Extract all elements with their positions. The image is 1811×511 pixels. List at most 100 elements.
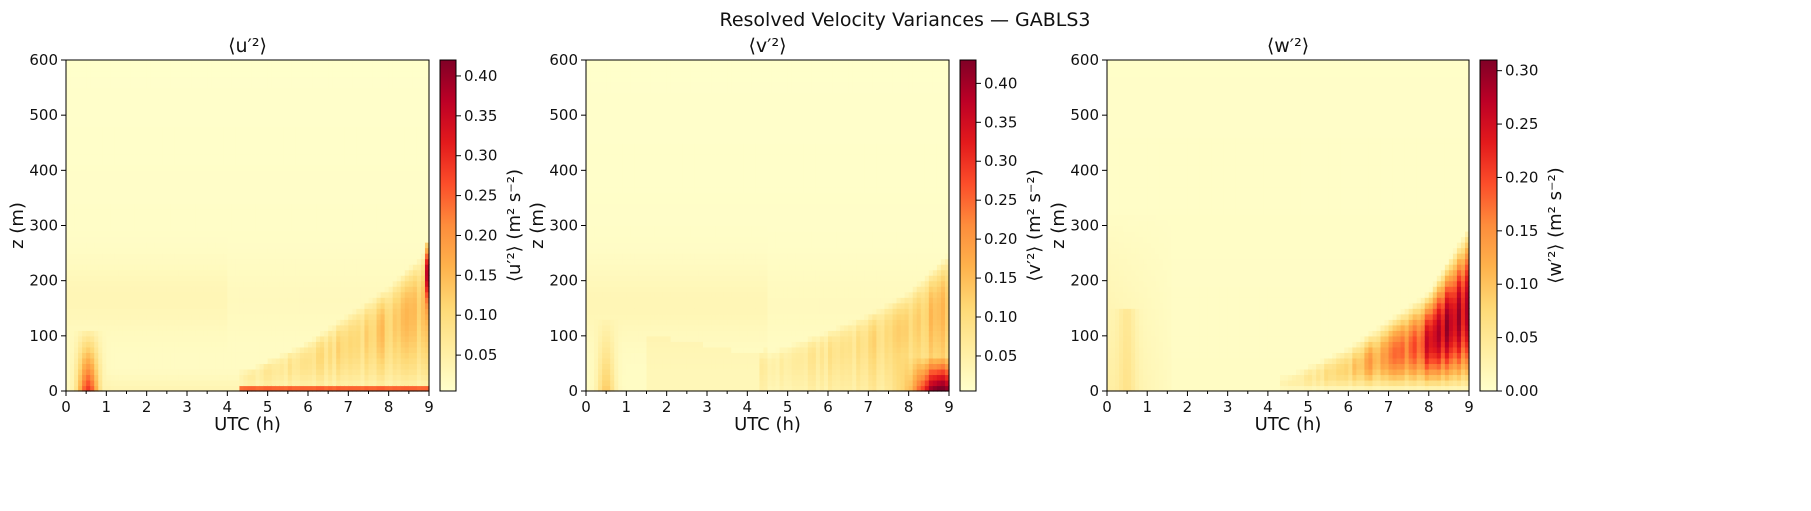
heatmap-cell — [271, 264, 277, 271]
heatmap-cell — [380, 341, 386, 348]
heatmap-cell — [227, 98, 232, 105]
heatmap-cell — [376, 269, 382, 276]
heatmap-cell — [259, 203, 265, 210]
heatmap-cell — [150, 104, 156, 111]
heatmap-cell — [162, 379, 168, 387]
heatmap-cell — [211, 87, 216, 94]
heatmap-cell — [336, 186, 341, 193]
heatmap-cell — [275, 203, 281, 210]
heatmap-cell — [364, 357, 370, 365]
heatmap-cell — [146, 197, 152, 205]
heatmap-cell — [235, 109, 241, 116]
heatmap-cell — [219, 269, 224, 276]
heatmap-cell — [223, 297, 228, 304]
heatmap-cell — [126, 109, 132, 116]
heatmap-cell — [348, 192, 353, 199]
heatmap-cell — [340, 87, 345, 94]
heatmap-cell — [356, 219, 362, 227]
heatmap-cell — [247, 308, 253, 315]
heatmap-cell — [166, 264, 172, 271]
heatmap-cell — [388, 219, 394, 227]
heatmap-cell — [182, 357, 188, 365]
heatmap-cell — [348, 82, 353, 89]
heatmap-cell — [154, 324, 160, 331]
heatmap-cell — [267, 302, 273, 309]
heatmap-cell — [344, 65, 349, 72]
heatmap-cell — [170, 164, 176, 171]
heatmap-cell — [82, 142, 87, 149]
heatmap-cell — [376, 159, 382, 166]
heatmap-cell — [94, 87, 99, 94]
heatmap-cell — [348, 203, 353, 210]
heatmap-cell — [118, 269, 124, 276]
heatmap-cell — [182, 363, 188, 370]
heatmap-cell — [203, 104, 208, 111]
heatmap-cell — [295, 104, 301, 111]
heatmap-cell — [142, 71, 148, 78]
heatmap-cell — [110, 203, 115, 210]
heatmap-cell — [195, 137, 200, 144]
heatmap-cell — [182, 379, 188, 387]
heatmap-cell — [195, 236, 200, 243]
heatmap-cell — [182, 275, 188, 282]
heatmap-cell — [154, 131, 160, 138]
heatmap-cell — [114, 197, 120, 205]
heatmap-cell — [82, 346, 87, 353]
heatmap-cell — [396, 104, 402, 111]
heatmap-cell — [110, 71, 115, 78]
heatmap-cell — [279, 170, 285, 177]
heatmap-cell — [82, 170, 87, 177]
heatmap-cell — [231, 374, 236, 381]
heatmap-cell — [340, 379, 345, 387]
heatmap-cell — [98, 335, 103, 342]
heatmap-cell — [328, 208, 333, 216]
heatmap-cell — [98, 82, 103, 89]
heatmap-cell — [235, 308, 241, 315]
heatmap-cell — [316, 280, 321, 287]
heatmap-cell — [134, 65, 140, 72]
heatmap-cell — [384, 60, 390, 67]
heatmap-cell — [118, 203, 124, 210]
heatmap-cell — [328, 109, 333, 116]
heatmap-cell — [74, 363, 79, 370]
heatmap-cell — [295, 65, 301, 72]
heatmap-cell — [219, 175, 224, 182]
heatmap-cell — [82, 335, 87, 342]
heatmap-cell — [122, 302, 128, 309]
heatmap-cell — [344, 324, 349, 331]
heatmap-cell — [384, 192, 390, 199]
heatmap-cell — [106, 275, 111, 282]
heatmap-cell — [66, 225, 71, 232]
heatmap-cell — [219, 76, 224, 83]
heatmap-cell — [94, 346, 99, 353]
heatmap-cell — [239, 126, 245, 133]
heatmap-cell — [126, 104, 132, 111]
heatmap-cell — [299, 76, 305, 83]
heatmap-cell — [126, 164, 132, 171]
heatmap-cell — [299, 186, 305, 193]
heatmap-cell — [275, 170, 281, 177]
heatmap-cell — [78, 357, 83, 365]
heatmap-cell — [130, 109, 136, 116]
heatmap-cell — [299, 175, 305, 182]
heatmap-cell — [384, 286, 390, 293]
heatmap-cell — [126, 374, 132, 381]
heatmap-cell — [368, 197, 374, 205]
heatmap-cell — [170, 93, 176, 100]
heatmap-cell — [219, 258, 224, 265]
heatmap-cell — [336, 264, 341, 271]
heatmap-cell — [138, 164, 144, 171]
heatmap-cell — [324, 120, 329, 127]
heatmap-cell — [263, 247, 269, 254]
heatmap-cell — [207, 242, 212, 249]
heatmap-cell — [195, 231, 200, 238]
heatmap-cell — [279, 236, 285, 243]
heatmap-cell — [154, 308, 160, 315]
heatmap-cell — [303, 313, 309, 320]
heatmap-cell — [130, 93, 136, 100]
heatmap-cell — [231, 87, 236, 94]
heatmap-cell — [126, 71, 132, 78]
heatmap-cell — [94, 65, 99, 72]
heatmap-cell — [170, 319, 176, 326]
heatmap-cell — [138, 137, 144, 144]
